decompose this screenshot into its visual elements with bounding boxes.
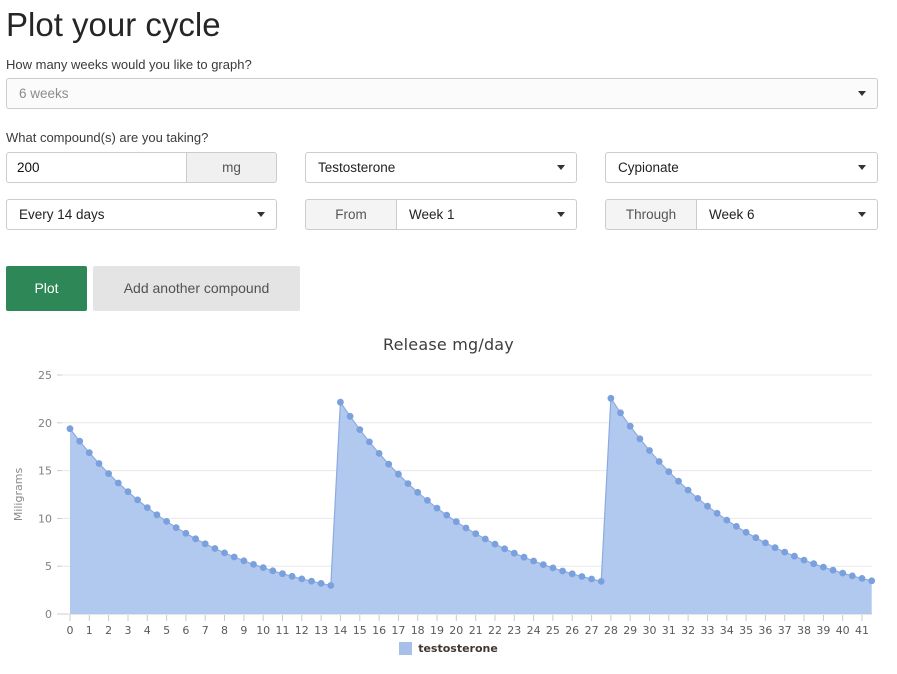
svg-text:28: 28	[604, 624, 618, 637]
through-week-group: Through Week 6	[605, 198, 878, 230]
caret-down-icon	[557, 165, 565, 171]
svg-text:30: 30	[643, 624, 657, 637]
weeks-question-label: How many weeks would you like to graph?	[6, 56, 252, 72]
ester-select[interactable]: Cypionate	[605, 151, 878, 183]
through-week-select[interactable]: Week 6	[696, 198, 878, 230]
weeks-select-value: 6 weeks	[19, 85, 69, 101]
compound-question-label: What compound(s) are you taking?	[6, 129, 209, 145]
from-week-select[interactable]: Week 1	[396, 198, 577, 230]
svg-text:15: 15	[353, 624, 367, 637]
svg-text:34: 34	[720, 624, 734, 637]
svg-text:8: 8	[221, 624, 228, 637]
caret-down-icon	[858, 91, 866, 97]
frequency-select-value: Every 14 days	[19, 206, 105, 222]
svg-text:38: 38	[797, 624, 811, 637]
caret-down-icon	[858, 165, 866, 171]
svg-text:37: 37	[778, 624, 792, 637]
svg-text:0: 0	[67, 624, 74, 637]
svg-text:13: 13	[314, 624, 328, 637]
svg-text:6: 6	[182, 624, 189, 637]
action-buttons: Plot Add another compound	[6, 265, 878, 311]
chart-legend-item-testosterone[interactable]: testosterone	[0, 641, 897, 655]
svg-text:4: 4	[144, 624, 151, 637]
svg-text:26: 26	[565, 624, 579, 637]
svg-text:25: 25	[546, 624, 560, 637]
from-label: From	[305, 198, 396, 230]
svg-text:11: 11	[276, 624, 290, 637]
caret-down-icon	[257, 212, 265, 218]
through-week-select-value: Week 6	[709, 206, 755, 222]
svg-text:27: 27	[585, 624, 599, 637]
svg-text:Miligrams: Miligrams	[12, 467, 25, 521]
release-chart: Release mg/day 0 5 10 15 20 25 0 1 2 3 4 5 6 7 8 9 10 11 1…	[0, 335, 897, 655]
svg-text:29: 29	[623, 624, 637, 637]
dose-input[interactable]	[6, 151, 187, 183]
svg-text:5: 5	[45, 560, 52, 573]
caret-down-icon	[858, 212, 866, 218]
legend-swatch-icon	[399, 641, 413, 655]
svg-text:31: 31	[662, 624, 676, 637]
ester-select-value: Cypionate	[618, 159, 679, 175]
dose-unit-addon: mg	[187, 151, 277, 183]
add-compound-button[interactable]: Add another compound	[93, 265, 300, 311]
from-week-select-value: Week 1	[409, 206, 455, 222]
svg-text:14: 14	[333, 624, 347, 637]
svg-text:20: 20	[449, 624, 463, 637]
svg-text:17: 17	[391, 624, 405, 637]
svg-text:5: 5	[163, 624, 170, 637]
svg-text:41: 41	[855, 624, 869, 637]
compound-select-value: Testosterone	[318, 159, 396, 175]
compound-select[interactable]: Testosterone	[305, 151, 577, 183]
svg-text:19: 19	[430, 624, 444, 637]
svg-text:2: 2	[105, 624, 112, 637]
dose-input-group: mg	[6, 151, 277, 183]
svg-text:23: 23	[507, 624, 521, 637]
caret-down-icon	[557, 212, 565, 218]
svg-text:35: 35	[739, 624, 753, 637]
svg-text:0: 0	[45, 608, 52, 621]
chart-title: Release mg/day	[383, 334, 514, 354]
svg-text:39: 39	[816, 624, 830, 637]
compound-form-grid: mg Testosterone Cypionate Every 14 days …	[6, 151, 878, 230]
svg-text:33: 33	[701, 624, 715, 637]
svg-text:24: 24	[527, 624, 541, 637]
svg-text:3: 3	[125, 624, 132, 637]
cycle-plotter-page: Plot your cycle How many weeks would you…	[0, 6, 897, 655]
svg-text:36: 36	[758, 624, 772, 637]
legend-label: testosterone	[418, 641, 498, 655]
svg-text:12: 12	[295, 624, 309, 637]
through-label: Through	[605, 198, 696, 230]
frequency-select[interactable]: Every 14 days	[6, 198, 277, 230]
svg-text:21: 21	[469, 624, 483, 637]
svg-text:10: 10	[256, 624, 270, 637]
svg-text:10: 10	[38, 512, 52, 525]
page-title: Plot your cycle	[6, 6, 221, 43]
svg-text:22: 22	[488, 624, 502, 637]
weeks-select[interactable]: 6 weeks	[6, 77, 878, 109]
svg-text:32: 32	[681, 624, 695, 637]
svg-text:25: 25	[38, 369, 52, 382]
from-week-group: From Week 1	[305, 198, 577, 230]
svg-text:16: 16	[372, 624, 386, 637]
svg-text:1: 1	[86, 624, 93, 637]
svg-text:20: 20	[38, 417, 52, 430]
svg-text:40: 40	[836, 624, 850, 637]
svg-text:18: 18	[411, 624, 425, 637]
svg-text:7: 7	[202, 624, 209, 637]
svg-text:9: 9	[240, 624, 247, 637]
svg-text:15: 15	[38, 465, 52, 478]
plot-button[interactable]: Plot	[6, 265, 87, 311]
